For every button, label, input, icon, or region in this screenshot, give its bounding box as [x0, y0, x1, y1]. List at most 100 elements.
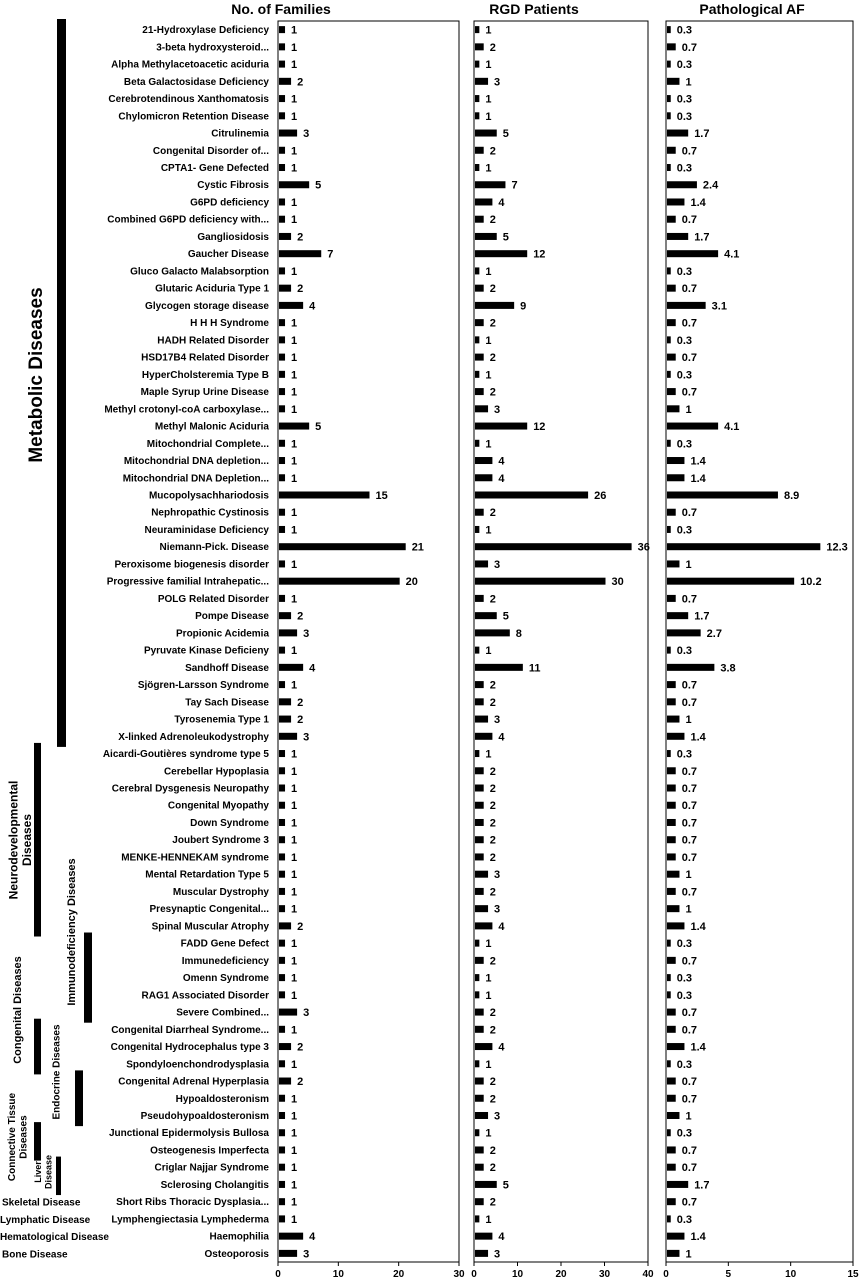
bar-value-label: 2	[297, 697, 303, 709]
x-tick-label: 0	[275, 1269, 281, 1280]
bar	[667, 801, 676, 809]
category-label: Down Syndrome	[190, 818, 269, 829]
bar-value-label: 1	[485, 163, 491, 175]
bar-value-label: 3	[494, 1110, 500, 1122]
bar-value-label: 1	[685, 1110, 691, 1122]
category-label: Haemophilia	[210, 1232, 270, 1243]
bar-value-label: 0.7	[682, 766, 697, 778]
bar	[279, 60, 286, 68]
category-label: Omenn Syndrome	[183, 973, 270, 984]
bar	[279, 870, 286, 878]
bar-value-label: 1	[291, 973, 297, 985]
bar	[475, 146, 484, 154]
bar-value-label: 0.7	[682, 1197, 697, 1209]
bar	[475, 681, 484, 689]
bar	[667, 181, 697, 189]
bar-value-label: 0.3	[677, 1128, 692, 1140]
bar	[475, 388, 484, 396]
category-label: Immunedeficiency	[182, 956, 270, 967]
bar	[667, 232, 689, 240]
bar-value-label: 0.3	[677, 266, 692, 278]
bar	[279, 422, 310, 430]
bar	[667, 784, 676, 792]
bar	[667, 991, 671, 999]
bar	[667, 370, 671, 378]
x-tick-label: 0	[471, 1269, 477, 1280]
panel-title: RGD Patients	[489, 1, 579, 17]
bar	[667, 629, 701, 637]
bar	[667, 353, 676, 361]
bar	[279, 508, 286, 516]
bar	[667, 267, 671, 275]
bar-value-label: 0.7	[682, 352, 697, 364]
bar	[475, 43, 484, 51]
bar-value-label: 1	[485, 524, 491, 536]
bar	[475, 543, 632, 551]
bar	[279, 1180, 286, 1188]
bar-value-label: 0.7	[682, 955, 697, 967]
bar-value-label: 4.1	[724, 249, 739, 261]
bar	[475, 250, 528, 258]
bar-value-label: 2	[297, 1076, 303, 1088]
bar	[279, 301, 304, 309]
bar-value-label: 1	[485, 59, 491, 71]
category-label: Hypoaldosteronism	[176, 1094, 269, 1105]
bar-value-label: 3	[494, 404, 500, 416]
bar-value-label: 1	[291, 25, 297, 37]
bar	[475, 594, 484, 602]
bar-value-label: 12	[533, 421, 545, 433]
group-bracket	[84, 932, 92, 1023]
bar-value-label: 2	[490, 886, 496, 898]
bar-value-label: 1	[685, 904, 691, 916]
bar-value-label: 1	[291, 1128, 297, 1140]
bar	[667, 198, 685, 206]
bar-value-label: 2	[490, 817, 496, 829]
bar-value-label: 3	[494, 869, 500, 881]
category-label: 3-beta hydroxysteroid...	[156, 42, 269, 53]
bar	[667, 905, 680, 913]
bar	[475, 698, 484, 706]
bar	[475, 353, 484, 361]
x-tick-label: 30	[453, 1269, 465, 1280]
group-label: Metabolic Diseases	[26, 287, 47, 462]
bar-value-label: 1	[291, 387, 297, 399]
bar	[475, 336, 480, 344]
bar	[475, 215, 484, 223]
bar-value-label: 1	[291, 593, 297, 605]
bar	[279, 560, 286, 568]
category-label: Pyruvate Kinase Deficieny	[144, 646, 269, 657]
bar-value-label: 0.7	[682, 1007, 697, 1019]
bar	[667, 112, 671, 120]
bar	[475, 560, 489, 568]
bar	[279, 77, 292, 85]
group-bracket	[75, 1070, 83, 1127]
bar	[667, 1215, 671, 1223]
bar-value-label: 3	[303, 628, 309, 640]
group-label: Skeletal Disease	[2, 1198, 81, 1209]
bar-value-label: 1	[291, 42, 297, 54]
bar	[279, 750, 286, 758]
bar-value-label: 1	[291, 817, 297, 829]
bar	[279, 267, 286, 275]
category-label: Combined G6PD deficiency with...	[107, 215, 269, 226]
bar	[667, 1025, 676, 1033]
bar	[279, 991, 286, 999]
bar	[475, 663, 523, 671]
group-bracket	[34, 742, 41, 937]
group-label: Diseases	[18, 1115, 29, 1159]
bar	[475, 95, 480, 103]
category-label: Severe Combined...	[176, 1008, 269, 1019]
bar	[279, 129, 298, 137]
x-tick-label: 15	[847, 1269, 859, 1280]
bar	[475, 577, 606, 585]
category-label: HADH Related Disorder	[157, 335, 269, 346]
x-tick-label: 20	[555, 1269, 567, 1280]
bar-value-label: 1.7	[694, 231, 709, 243]
bar-value-label: 1	[291, 749, 297, 761]
category-label: Sclerosing Cholangitis	[161, 1180, 270, 1191]
group-bracket	[34, 1122, 41, 1161]
bar-value-label: 1	[485, 1128, 491, 1140]
category-label: Pseudohypoaldosteronism	[141, 1111, 269, 1122]
bar-value-label: 0.3	[677, 1059, 692, 1071]
bar	[475, 612, 497, 620]
